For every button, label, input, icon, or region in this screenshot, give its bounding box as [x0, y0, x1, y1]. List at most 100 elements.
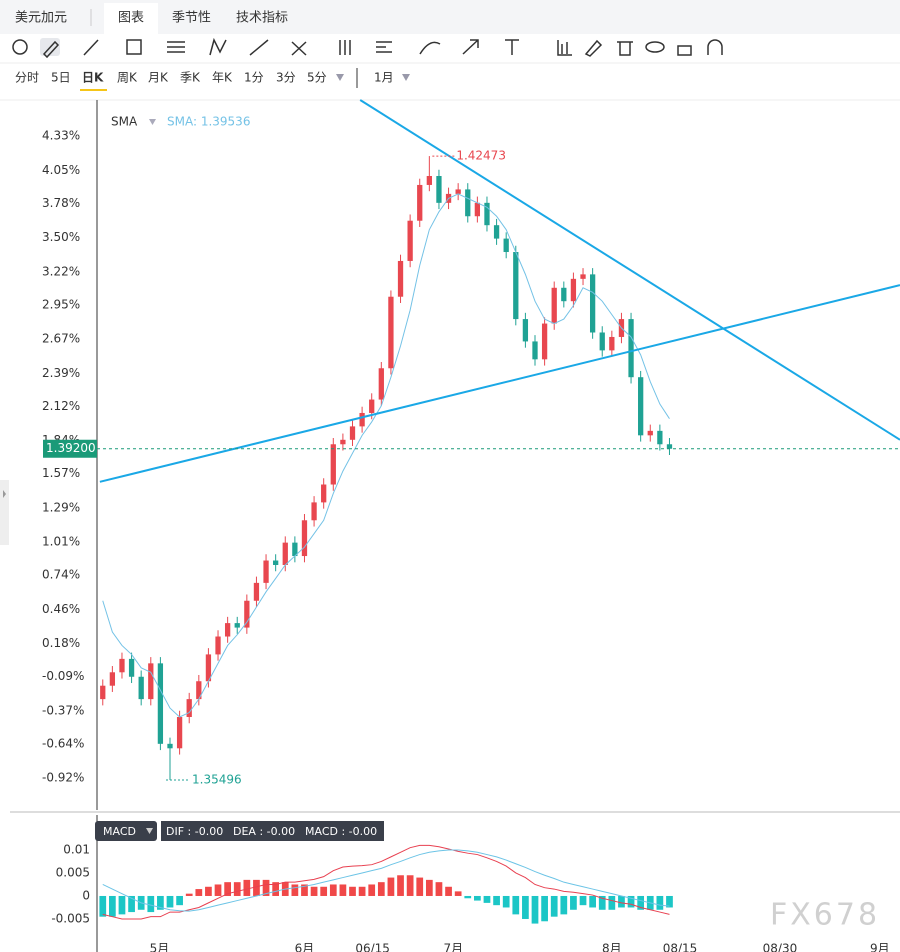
tool-icon[interactable]: [291, 41, 307, 56]
macd-bar: [598, 895, 606, 910]
candle-body: [215, 636, 221, 655]
macd-bar: [339, 884, 347, 896]
tool-icon[interactable]: [419, 41, 441, 55]
dropdown-arrow[interactable]: [149, 119, 156, 125]
candle-body: [244, 600, 250, 628]
macd-button[interactable]: [95, 821, 157, 841]
candle-body: [205, 654, 212, 682]
tool-icon[interactable]: [126, 39, 142, 55]
macd-bar: [118, 895, 126, 915]
tool-icon[interactable]: [376, 41, 392, 53]
macd-readout: DIF : -0.00: [166, 825, 223, 838]
tool-icon[interactable]: [462, 39, 479, 55]
period[interactable]: 年K: [212, 71, 233, 85]
macd-bar: [579, 895, 587, 906]
candle-body: [561, 287, 567, 302]
candle-body: [224, 623, 231, 637]
candle-body: [541, 323, 548, 360]
candle-body: [426, 176, 432, 185]
candle-body: [234, 623, 240, 628]
tool-icon[interactable]: [617, 41, 633, 56]
candle-body: [522, 319, 529, 342]
tab[interactable]: 图表: [118, 11, 144, 26]
candle-body: [138, 676, 144, 700]
tool-icon[interactable]: [167, 41, 185, 53]
period[interactable]: 1分: [244, 71, 264, 85]
last-price-box: [43, 439, 97, 458]
tool-icon[interactable]: [12, 39, 28, 55]
tool-icon[interactable]: [83, 39, 99, 56]
active-tab[interactable]: [104, 3, 158, 34]
candle-body: [589, 274, 596, 333]
candle-body: [349, 426, 356, 440]
macd-button-label[interactable]: MACD: [103, 825, 136, 838]
dropdown-arrow[interactable]: [146, 828, 153, 834]
tool-icon[interactable]: [645, 41, 665, 53]
macd-bar: [128, 895, 135, 913]
macd-bar: [445, 886, 452, 896]
y-tick-label: 0.01: [63, 842, 90, 856]
candle-body: [666, 444, 673, 449]
macd-bar: [272, 882, 280, 896]
x-tick-label: 6月: [295, 942, 315, 952]
tool-icon[interactable]: [677, 45, 692, 56]
tool-icon[interactable]: [584, 39, 603, 57]
macd-bar: [253, 879, 260, 896]
tool-icon[interactable]: [209, 37, 227, 56]
period[interactable]: 分时: [15, 71, 39, 85]
candle-body: [263, 560, 269, 583]
macd-bar: [406, 875, 414, 896]
candle-body: [176, 717, 183, 749]
candle-body: [407, 220, 413, 261]
period[interactable]: 周K: [117, 71, 138, 85]
tab[interactable]: 季节性: [172, 11, 211, 26]
macd-readout-box: [161, 821, 384, 841]
candle-body: [570, 278, 577, 302]
period[interactable]: 月K: [148, 71, 169, 85]
candle-body: [551, 287, 557, 324]
macd-bar: [301, 884, 308, 896]
x-tick-label: 08/30: [763, 942, 798, 952]
tool-icon[interactable]: [339, 40, 351, 55]
candle-body: [484, 202, 490, 226]
tab[interactable]: 技术指标: [236, 11, 288, 26]
period-underline: [80, 89, 107, 91]
macd-bar: [109, 895, 116, 917]
y-tick-label: -0.005: [51, 911, 90, 925]
period[interactable]: 5分: [307, 71, 327, 85]
tool-icon[interactable]: [249, 39, 269, 56]
candle-body: [359, 412, 365, 427]
period-active[interactable]: 日K: [82, 71, 104, 85]
candle-body: [417, 184, 423, 221]
tool-icon[interactable]: [505, 39, 519, 55]
candle-body: [532, 341, 538, 360]
candle-body: [436, 176, 442, 203]
macd-bar: [185, 893, 193, 896]
dropdown-arrow[interactable]: [336, 74, 344, 81]
macd-bar: [397, 875, 404, 896]
side-handle[interactable]: [0, 480, 9, 545]
y-tick-label: 2.12%: [42, 399, 80, 413]
candle-body: [628, 319, 634, 378]
candle-body: [599, 332, 605, 351]
tool-icon[interactable]: [707, 39, 723, 55]
x-tick-label: 7月: [444, 942, 464, 952]
tool-icon[interactable]: [42, 40, 60, 59]
macd-line: [102, 844, 670, 920]
tool-icon[interactable]: [557, 40, 572, 56]
macd-bar: [243, 879, 251, 896]
macd-bar: [531, 895, 539, 924]
range[interactable]: 1月: [374, 71, 394, 85]
period[interactable]: 季K: [180, 71, 201, 85]
macd-bar: [608, 895, 616, 910]
macd-bar: [454, 891, 462, 896]
period[interactable]: 5日: [51, 71, 71, 85]
macd-bar: [560, 895, 568, 915]
high-label: 1.42473: [456, 149, 506, 163]
dropdown-arrow[interactable]: [402, 74, 410, 81]
period[interactable]: 3分: [276, 71, 296, 85]
macd-bar: [550, 895, 558, 917]
candle-body: [148, 663, 154, 700]
candle-body: [580, 274, 586, 279]
macd-bar: [349, 886, 356, 896]
